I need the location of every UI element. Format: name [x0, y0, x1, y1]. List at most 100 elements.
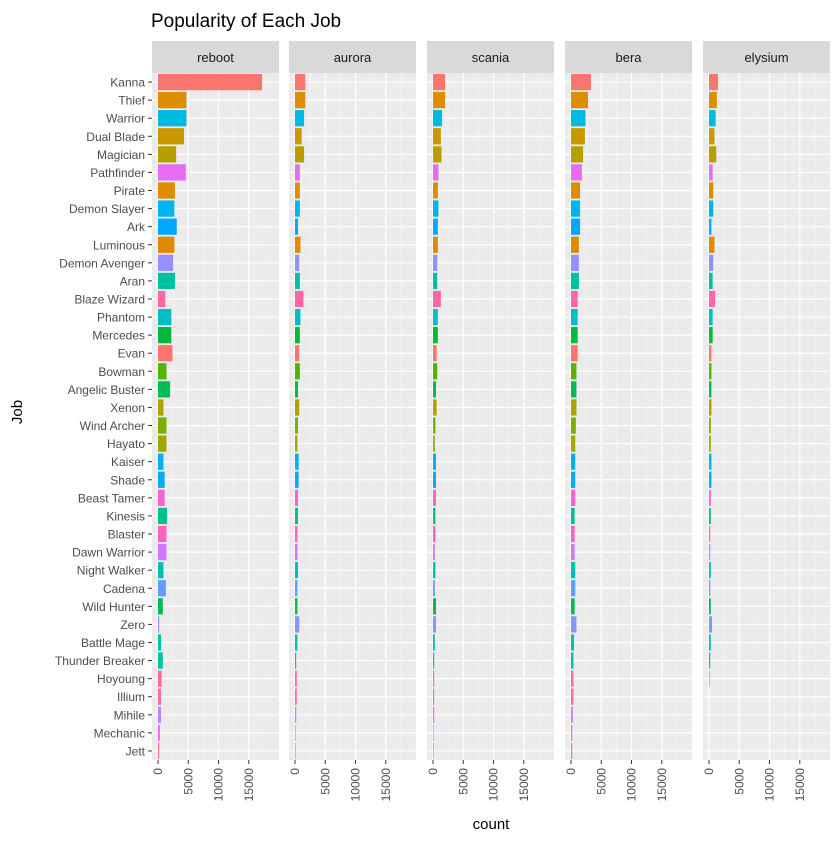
- bar: [158, 706, 162, 723]
- bar: [433, 236, 438, 253]
- bar: [295, 146, 305, 163]
- bar: [158, 308, 172, 326]
- bar: [571, 290, 578, 308]
- bar: [295, 290, 304, 308]
- bar: [295, 543, 298, 561]
- bar: [571, 634, 575, 651]
- bar: [158, 272, 175, 290]
- x-tick-label: 10000: [625, 768, 639, 802]
- bar: [295, 507, 299, 525]
- bar: [571, 706, 573, 723]
- bar: [158, 200, 175, 217]
- bar: [295, 453, 299, 470]
- bar: [709, 200, 714, 217]
- bar: [158, 399, 164, 416]
- bar: [571, 128, 585, 145]
- bar: [709, 598, 711, 615]
- bar: [433, 453, 437, 470]
- facet-panels: reboot 0 5000 10000 15000 aurora 0 5000 10000 150…: [151, 41, 830, 801]
- x-tick-label: 15000: [517, 768, 531, 802]
- bar: [571, 254, 579, 271]
- bar: [709, 489, 711, 506]
- facet-strip: [152, 41, 279, 73]
- bar: [571, 543, 575, 561]
- bar: [295, 200, 300, 217]
- bar: [295, 91, 306, 109]
- bar: [433, 706, 435, 723]
- bar: [571, 182, 581, 199]
- bar: [433, 164, 439, 181]
- bar: [433, 272, 438, 290]
- y-tick-label: Demon Slayer: [69, 202, 145, 216]
- bar: [709, 182, 714, 199]
- bar: [709, 453, 712, 470]
- facet-panel-aurora: aurora 0 5000 10000 15000: [288, 41, 416, 801]
- bar: [158, 236, 175, 253]
- bar: [709, 435, 711, 452]
- y-tick-label: Dawn Warrior: [72, 546, 145, 560]
- panel-background: [427, 73, 554, 760]
- x-tick-label: 5000: [456, 768, 470, 795]
- bar: [158, 525, 167, 543]
- bar: [295, 652, 297, 669]
- bar: [433, 489, 437, 506]
- bar: [295, 670, 297, 687]
- panel-background: [565, 73, 692, 760]
- bar: [158, 417, 167, 434]
- bar: [158, 670, 162, 687]
- bar: [709, 471, 712, 488]
- bar: [571, 146, 584, 163]
- y-tick-label: Zero: [120, 618, 145, 632]
- bar: [433, 91, 446, 109]
- x-tick-label: 5000: [181, 768, 195, 795]
- bar: [295, 236, 301, 253]
- y-tick-label: Kanna: [110, 76, 145, 90]
- bar: [433, 688, 435, 705]
- bar: [571, 507, 575, 525]
- bar: [709, 164, 713, 181]
- x-tick-label: 0: [702, 768, 716, 775]
- y-tick-label: Battle Mage: [81, 636, 145, 650]
- bar: [709, 616, 713, 633]
- y-tick-label: Shade: [110, 473, 145, 487]
- bar: [295, 580, 298, 597]
- bar: [709, 381, 712, 398]
- x-tick-label: 5000: [594, 768, 608, 795]
- bar: [571, 616, 577, 633]
- x-tick-label: 0: [288, 768, 302, 775]
- bar: [571, 598, 575, 615]
- bar: [571, 110, 586, 127]
- facet-strip: [289, 41, 416, 73]
- bar: [295, 254, 300, 271]
- y-tick-label: Illium: [117, 690, 145, 704]
- y-tick-label: Night Walker: [77, 564, 145, 578]
- y-axis-title: Job: [9, 400, 26, 424]
- bar: [433, 471, 437, 488]
- x-tick-label: 10000: [212, 768, 226, 802]
- y-tick-label: Magician: [97, 148, 145, 162]
- bar: [295, 688, 297, 705]
- bar: [158, 634, 162, 651]
- bar: [709, 290, 716, 308]
- panel-background: [289, 73, 416, 760]
- bar: [433, 652, 435, 669]
- bar: [709, 73, 719, 91]
- bar: [158, 616, 160, 633]
- bar: [433, 543, 435, 561]
- bar: [295, 182, 300, 199]
- bar: [433, 110, 443, 127]
- facet-panel-reboot: reboot 0 5000 10000 15000: [151, 41, 279, 801]
- bar: [571, 73, 591, 91]
- bar: [295, 128, 302, 145]
- bar: [295, 381, 299, 398]
- facet-strip-label: elysium: [744, 50, 788, 65]
- bar: [295, 598, 298, 615]
- chart-title: Popularity of Each Job: [151, 11, 341, 32]
- facet-panel-scania: scania 0 5000 10000 15000: [426, 41, 554, 801]
- bar: [433, 616, 437, 633]
- y-tick-label: Phantom: [97, 311, 145, 325]
- x-tick-label: 0: [426, 768, 440, 775]
- facet-strip: [565, 41, 692, 73]
- bar: [295, 417, 299, 434]
